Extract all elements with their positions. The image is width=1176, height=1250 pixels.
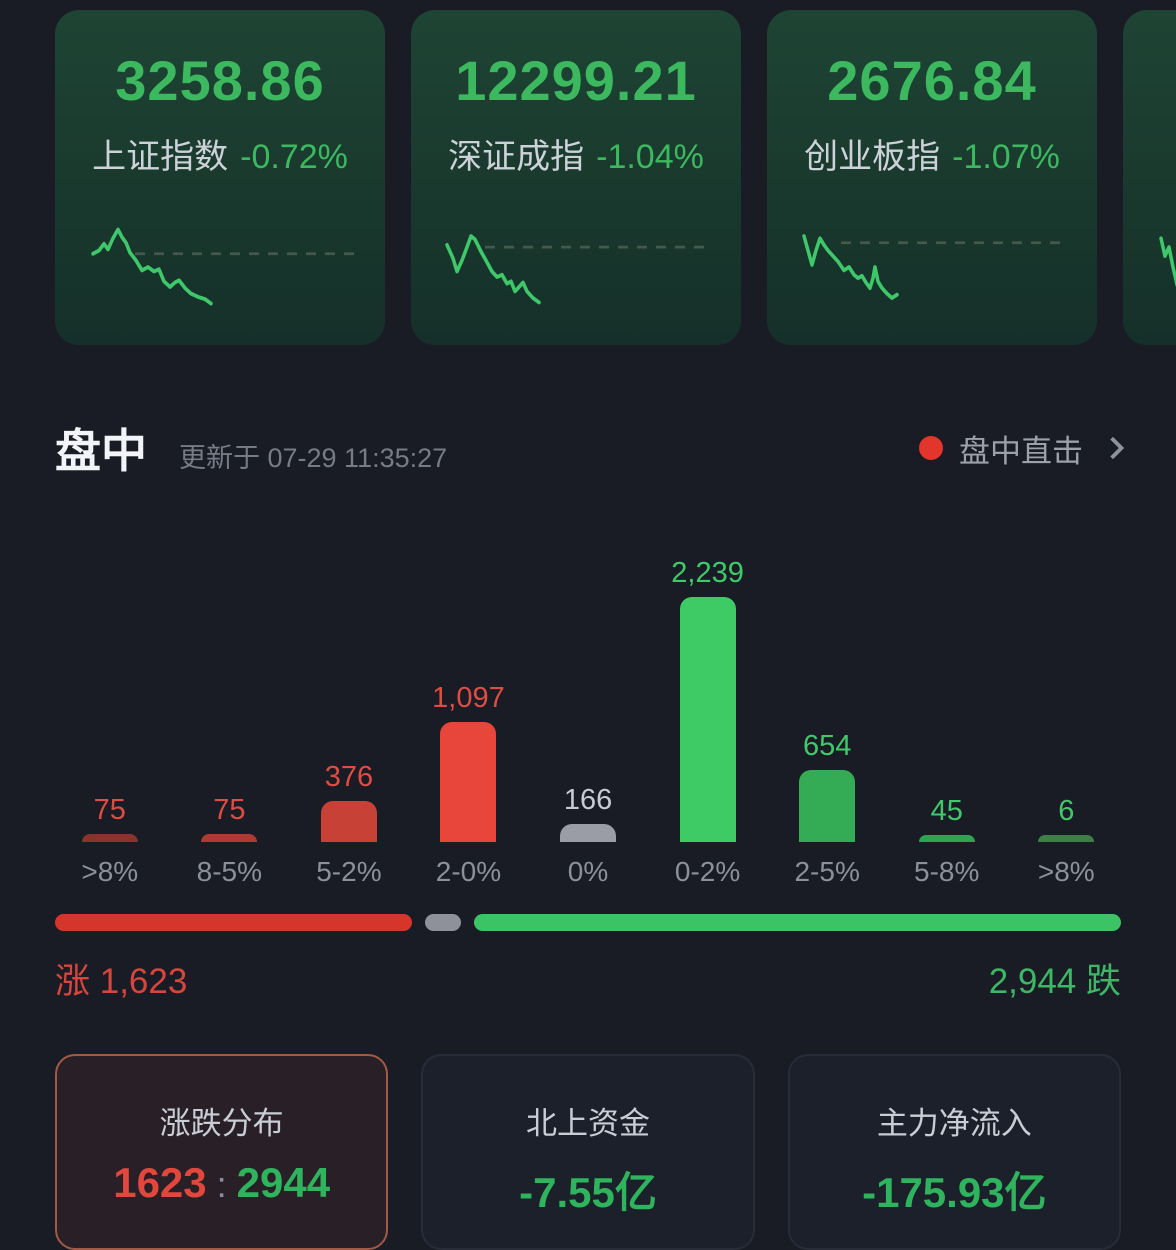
index-card-1[interactable]: 12299.21 深证成指 -1.04% [411,10,741,345]
index-value: 2676.84 [827,49,1037,112]
dist-bar [81,834,138,842]
sparkline-chart [1159,236,1176,287]
summary-label: 涨跌分布 [159,1106,284,1141]
live-dot-icon [919,436,943,460]
summary-value: 1623:2944 [113,1159,330,1207]
dist-column-8-5%-1: 75 8-5% [170,794,290,888]
dist-column-5-8%-7: 45 5-8% [887,795,1007,888]
dist-bar [560,824,617,842]
main-inflow-value: -175.93亿 [862,1169,1047,1216]
sparkline-chart [91,227,357,306]
bar-category-label: 5-2% [316,856,382,887]
dist-bar [201,834,258,842]
index-name: 深证成指 [448,138,585,176]
index-card-2[interactable]: 2676.84 创业板指 -1.07% [767,10,1097,345]
index-change-percent: -1.07% [952,138,1060,176]
bar-value-label: 166 [563,784,613,816]
index-name: 上证指数 [92,138,229,176]
advancers-value: 1623 [113,1159,207,1206]
advancers-count: 涨 1,623 [55,962,188,1001]
sparkline-chart [445,234,713,305]
updown-ratio-bar [0,914,1176,931]
northbound-value: -7.55亿 [519,1169,657,1216]
decliners-count: 2,944 跌 [988,962,1121,1001]
summary-label: 主力净流入 [876,1106,1032,1141]
dist-bar [918,835,975,842]
bar-category-label: >8% [1037,856,1095,887]
live-link-label: 盘中直击 [959,433,1083,469]
section-title: 盘中 [55,425,147,477]
index-change-percent: -1.04% [596,138,704,176]
bar-category-label: >8% [81,856,139,887]
bar-value-label: 2,239 [671,557,744,589]
bar-value-label: 45 [930,795,963,827]
bar-value-label: 376 [324,761,374,793]
index-name: 创业板指 [804,138,941,176]
index-card-strip: 3258.86 上证指数 -0.72% 12299.21 深证成指 -1.04% 2676.… [0,0,1176,345]
dist-bar [1038,835,1095,842]
ratio-flat-segment [424,914,462,931]
updated-timestamp: 更新于 07-29 11:35:27 [179,443,448,473]
chevron-right-icon [1101,436,1125,460]
bar-category-label: 0-2% [674,856,741,887]
updown-counts: 涨 1,623 2,944 跌 [0,953,1176,1004]
bar-category-label: 2-5% [794,856,860,887]
dist-column-0-2%-5: 2,239 0-2% [648,557,768,888]
index-value: 3258.86 [115,49,325,112]
bar-category-label: 0% [567,856,609,887]
bar-category-label: 2-0% [435,856,502,887]
bar-value-label: 1,097 [432,682,505,714]
dist-bar [320,801,377,842]
dist-bar [799,770,856,842]
dist-column-2-0%-3: 1,097 2-0% [409,682,529,888]
bar-value-label: 75 [213,794,246,826]
summary-card-main-inflow[interactable]: 主力净流入 -175.93亿 [787,1054,1121,1250]
dist-column->8%-0: 75 >8% [50,794,170,888]
ratio-up-segment [55,914,412,931]
distribution-chart: 75 >8% 75 8-5% 376 5-2% 1,097 2-0% 166 0% 2,239 0-2… [0,543,1176,888]
index-value: 12299.21 [455,49,697,112]
section-header: 盘中 更新于 07-29 11:35:27 盘中直击 [0,415,1176,481]
ratio-separator: : [216,1164,227,1205]
index-card-0[interactable]: 3258.86 上证指数 -0.72% [55,10,385,345]
dist-column-2-5%-6: 654 2-5% [767,730,887,888]
summary-card-row: 涨跌分布 1623:2944 北上资金 -7.55亿 主力净流入 -175.93… [0,1054,1176,1250]
index-card-partial[interactable] [1123,10,1176,345]
index-change-percent: -0.72% [240,138,348,176]
decliners-value: 2944 [236,1159,331,1206]
summary-card-northbound[interactable]: 北上资金 -7.55亿 [421,1054,755,1250]
bar-category-label: 5-8% [914,856,980,887]
dist-bar [440,722,497,842]
ratio-down-segment [474,914,1121,931]
dist-column->8%-8: 6 >8% [1007,795,1127,888]
summary-card-distribution[interactable]: 涨跌分布 1623:2944 [55,1054,389,1250]
sparkline-chart [802,234,1069,300]
bar-value-label: 75 [93,794,126,826]
bar-value-label: 654 [802,730,852,762]
dist-bar [679,597,736,842]
live-link[interactable]: 盘中直击 [919,426,1125,471]
bar-value-label: 6 [1058,795,1075,827]
summary-label: 北上资金 [525,1106,650,1141]
bar-category-label: 8-5% [196,856,263,887]
dist-column-0%-4: 166 0% [528,784,648,888]
dist-column-5-2%-2: 376 5-2% [289,761,409,888]
